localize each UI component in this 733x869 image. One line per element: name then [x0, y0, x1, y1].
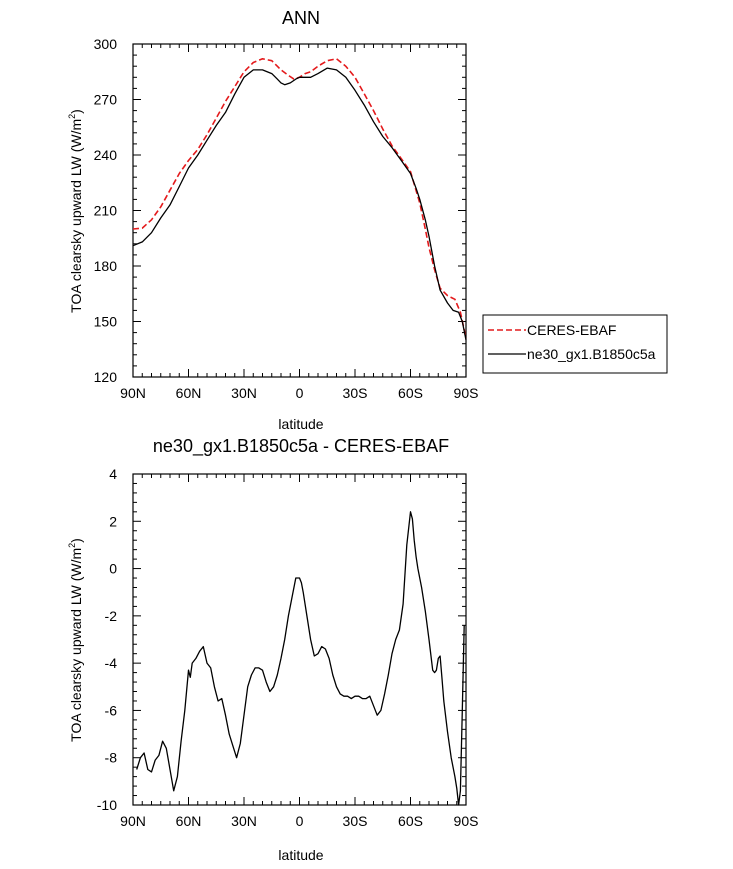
y-tick-label: 2 — [109, 513, 117, 529]
x-tick-label: 30S — [343, 813, 368, 829]
x-tick-label: 30S — [343, 385, 368, 401]
legend-label-model: ne30_gx1.B1850c5a — [527, 346, 656, 362]
plot-frame — [132, 43, 467, 378]
y-tick-label: -8 — [105, 750, 118, 766]
x-tick-label: 0 — [296, 813, 304, 829]
legend-label-ceres: CERES-EBAF — [527, 322, 616, 338]
y-tick-label: 210 — [94, 203, 118, 219]
x-tick-label: 90S — [454, 813, 479, 829]
y-tick-label: -6 — [105, 702, 118, 718]
y-tick-label: 150 — [94, 314, 118, 330]
y-tick-label: -4 — [105, 655, 118, 671]
difference-panel: ne30_gx1.B1850c5a - CERES-EBAF 90N 60N 30N… — [67, 436, 478, 863]
series-line-ceres-ebaf — [132, 57, 467, 339]
axis-ticks: 90N 60N 30N 0 30S 60S 90S -10 -8 -6 -4 -2 0 2 4 — [97, 466, 479, 829]
y-tick-label: 0 — [109, 561, 117, 577]
x-tick-label: 90N — [120, 385, 146, 401]
axis-ticks: 90N 60N 30N 0 30S 60S 90S 120 150 180 210 240 270 300 — [94, 36, 479, 401]
y-tick-label: 4 — [109, 466, 117, 482]
x-tick-label: 30N — [231, 813, 257, 829]
y-tick-label: -10 — [97, 797, 117, 813]
x-tick-label: 60N — [176, 385, 202, 401]
y-tick-label: 270 — [94, 92, 118, 108]
x-axis-label: latitude — [278, 847, 323, 863]
y-tick-label: 300 — [94, 36, 118, 52]
series-line-difference — [136, 511, 465, 806]
x-tick-label: 0 — [296, 385, 304, 401]
y-axis-label: TOA clearsky upward LW (W/m2) — [67, 109, 84, 313]
x-tick-label: 60N — [176, 813, 202, 829]
series-line-ne30-gx1-b1850c5a — [132, 67, 467, 341]
y-tick-label: 180 — [94, 258, 118, 274]
legend-box — [482, 314, 668, 374]
x-axis-label: latitude — [278, 416, 323, 432]
plot-frame — [132, 473, 467, 806]
x-tick-label: 90S — [454, 385, 479, 401]
mean-profile-panel: ANN 90N 60N 30N 0 30S 60S 90S 120 150 180 210 240 27… — [67, 8, 668, 432]
x-tick-label: 60S — [398, 813, 423, 829]
y-axis-label: TOA clearsky upward LW (W/m2) — [67, 538, 84, 742]
series-lines — [132, 57, 467, 341]
y-tick-label: 120 — [94, 369, 118, 385]
y-tick-label: 240 — [94, 147, 118, 163]
x-tick-label: 90N — [120, 813, 146, 829]
panel-title: ne30_gx1.B1850c5a - CERES-EBAF — [153, 436, 449, 457]
legend: CERES-EBAF ne30_gx1.B1850c5a — [482, 314, 668, 374]
x-tick-label: 60S — [398, 385, 423, 401]
y-tick-label: -2 — [105, 608, 118, 624]
x-tick-label: 30N — [231, 385, 257, 401]
series-lines — [136, 511, 465, 806]
panel-title: ANN — [282, 8, 320, 28]
